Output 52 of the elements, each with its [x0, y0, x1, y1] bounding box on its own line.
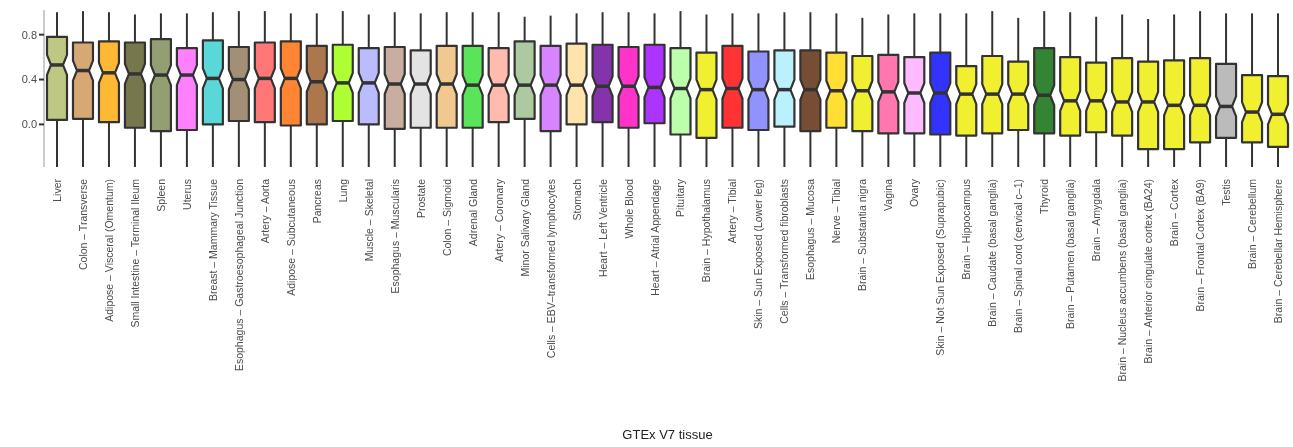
- x-tick-label: Thyroid: [1038, 178, 1051, 215]
- x-tick-label: Whole Blood: [622, 178, 635, 239]
- x-tick-label: Cells – Transformed fibroblasts: [778, 179, 791, 324]
- x-tick-label: Prostate: [414, 178, 427, 219]
- x-tick-label: Pancreas: [310, 179, 323, 224]
- x-tick-label: Brain – Spinal cord (cervical c–1): [1012, 179, 1025, 334]
- x-tick-label: Lung: [336, 178, 349, 203]
- x-tick-label: Artery – Aorta: [258, 178, 271, 244]
- x-tick-label: Artery – Coronary: [492, 178, 505, 262]
- x-tick-label: Minor Salivary Gland: [518, 178, 531, 277]
- x-tick-label: Nerve – Tibial: [830, 179, 843, 244]
- x-tick-label: Colon – Transverse: [76, 178, 89, 271]
- x-tick-label: Testis: [1220, 179, 1233, 206]
- x-tick-label: Brain – Hypothalamus: [700, 179, 713, 283]
- x-tick-label: Esophagus – Gastroesophageal Junction: [232, 178, 245, 372]
- x-tick-label: Adipose – Subcutaneous: [284, 179, 297, 296]
- x-tick-label: Small Intestine – Terminal Ileum: [128, 178, 141, 328]
- y-tick-label: 0.0: [21, 118, 37, 131]
- x-axis-title: GTEx V7 tissue: [622, 427, 713, 442]
- x-tick-label: Pituitary: [674, 178, 687, 217]
- x-tick-label: Brain – Cortex: [1168, 178, 1181, 247]
- x-tick-label: Brain – Cerebellar Hemisphere: [1272, 178, 1285, 324]
- x-tick-label: Brain – Frontal Cortex (BA9): [1194, 179, 1207, 312]
- x-tick-label: Vagina: [882, 178, 895, 211]
- x-tick-label: Uterus: [180, 179, 193, 210]
- x-tick-label: Brain – Nucleus accumbens (basal ganglia): [1116, 179, 1129, 382]
- x-tick-label: Ovary: [908, 178, 921, 208]
- x-tick-label: Heart – Atrial Appendage: [648, 178, 661, 296]
- x-tick-label: Adrenal Gland: [466, 178, 479, 247]
- x-tick-label: Adipose – Visceral (Omentum): [102, 179, 115, 322]
- x-tick-label: Breast – Mammary Tissue: [206, 178, 219, 301]
- x-tick-label: Muscle – Skeletal: [362, 179, 375, 262]
- x-tick-label: Brain – Anterior cingulate cortex (BA24): [1142, 179, 1155, 364]
- y-tick-label: 0.8: [21, 28, 37, 41]
- x-tick-label: Spleen: [154, 178, 167, 212]
- x-tick-label: Esophagus – Muscularis: [388, 179, 401, 294]
- x-tick-label: Brain – Amygdala: [1090, 178, 1103, 262]
- x-tick-label: Esophagus – Mucosa: [804, 178, 817, 280]
- x-tick-label: Liver: [50, 178, 63, 202]
- x-tick-label: Skin – Not Sun Exposed (Suprapubic): [934, 179, 947, 356]
- x-tick-label: Colon – Sigmoid: [440, 178, 453, 257]
- x-tick-label: Brain – Caudate (basal ganglia): [986, 179, 999, 327]
- x-tick-label: Artery – Tibial: [726, 179, 739, 244]
- x-tick-label: Brain – Substantia nigra: [856, 178, 869, 292]
- x-tick-label: Cells – EBV–transformed lymphocytes: [544, 179, 557, 359]
- x-tick-label: Brain – Putamen (basal ganglia): [1064, 179, 1077, 330]
- x-tick-label: Stomach: [570, 178, 583, 221]
- x-tick-label: Heart – Left Ventricle: [596, 178, 609, 278]
- x-tick-label: Brain – Hippocampus: [960, 179, 973, 280]
- x-tick-label: Brain – Cerebellum: [1246, 178, 1259, 269]
- x-tick-label: Skin – Sun Exposed (Lower leg): [752, 179, 765, 329]
- y-tick-label: 0.4: [21, 73, 37, 86]
